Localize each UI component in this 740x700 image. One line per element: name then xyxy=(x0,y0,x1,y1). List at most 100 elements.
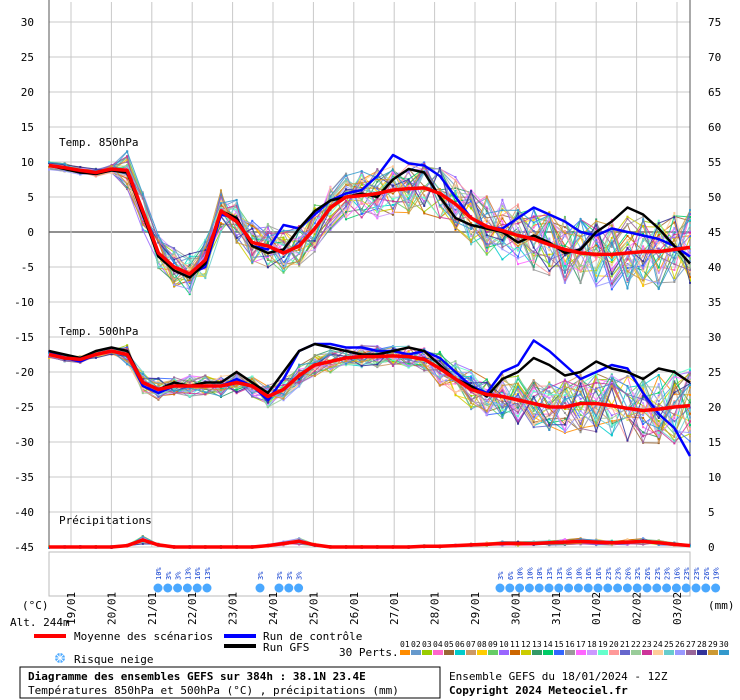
member-t500-28-point xyxy=(563,423,566,426)
member-t850-27-point xyxy=(173,272,176,275)
member-t850-15-point xyxy=(532,208,535,211)
member-t500-6-point xyxy=(438,358,441,361)
member-t500-13-point xyxy=(532,381,535,384)
member-t500-25-point xyxy=(438,376,441,379)
member-t850-22-point xyxy=(173,253,176,256)
member-t500-19-point xyxy=(470,370,473,373)
member-t850-19-point xyxy=(204,238,207,241)
member-t850-12-point xyxy=(548,253,551,256)
member-t850-20-point xyxy=(188,269,191,272)
member-t850-19-point xyxy=(360,173,363,176)
member-t500-10-point xyxy=(517,419,520,422)
member-t850-24-point xyxy=(610,263,613,266)
member-t500-7-point xyxy=(673,386,676,389)
snowflake-icon xyxy=(153,583,163,593)
member-t850-20-point xyxy=(313,231,316,234)
member-t850-9-point xyxy=(470,233,473,236)
member-t850-24-point xyxy=(485,217,488,220)
member-t850-25-point xyxy=(673,261,676,264)
member-t500-22-point xyxy=(579,406,582,409)
member-t500-23-point xyxy=(642,435,645,438)
member-t850-7-point xyxy=(501,235,504,238)
member-t500-26-point xyxy=(548,400,551,403)
pert-number: 28 xyxy=(697,640,707,649)
member-t500-11-point xyxy=(173,393,176,396)
member-t850-20-point xyxy=(94,175,97,178)
member-t850-29-point xyxy=(673,239,676,242)
member-t850-4-point xyxy=(188,262,191,265)
member-t500-15-point xyxy=(642,423,645,426)
member-t850-16-point xyxy=(454,212,457,215)
member-t500-21-point xyxy=(548,424,551,427)
snowflake-icon xyxy=(55,653,65,663)
member-t850-25-point xyxy=(391,176,394,179)
member-t850-2-point xyxy=(188,256,191,259)
member-t850-21-point xyxy=(204,251,207,254)
member-t850-9-point xyxy=(173,276,176,279)
member-t500-28-point xyxy=(94,356,97,359)
member-t850-11-point xyxy=(657,234,660,237)
member-t500-25-point xyxy=(345,352,348,355)
member-t500-25-point xyxy=(454,364,457,367)
snow-risk-c-pct: 3% xyxy=(296,571,304,580)
pert-swatch xyxy=(642,650,652,655)
member-t500-3-point xyxy=(126,344,129,347)
member-t850-13-point xyxy=(407,182,410,185)
member-t850-27-point xyxy=(126,160,129,163)
member-t850-28-point xyxy=(470,190,473,193)
member-t500-27-point xyxy=(313,373,316,376)
pert-swatch xyxy=(488,650,498,655)
member-t500-10-point xyxy=(188,389,191,392)
member-t850-17-point xyxy=(501,220,504,223)
member-t500-25-point xyxy=(563,400,566,403)
member-t850-14-point xyxy=(485,246,488,249)
member-t850-29-point xyxy=(219,189,222,192)
member-t500-8-point xyxy=(407,350,410,353)
member-t500-22-point xyxy=(642,385,645,388)
member-t500-26-point xyxy=(438,373,441,376)
left-axis-ticks: 30 25 20 15 10 5 0 -5 -10 -15 -20 -25 -30 -35 -40 -45 xyxy=(14,16,34,554)
member-t850-26-point xyxy=(501,248,504,251)
member-t850-21-point xyxy=(360,178,363,181)
member-t850-17-point xyxy=(532,258,535,261)
member-t850-27-point xyxy=(454,224,457,227)
footer-title: Diagramme des ensembles GEFS sur 384h : … xyxy=(28,670,366,683)
member-t500-8-point xyxy=(579,425,582,428)
member-t850-26-point xyxy=(610,280,613,283)
member-t850-21-point xyxy=(657,247,660,250)
member-t850-17-point xyxy=(563,262,566,265)
member-t500-30-point xyxy=(266,385,269,388)
pert-number: 14 xyxy=(543,640,553,649)
member-t850-21-point xyxy=(532,229,535,232)
member-t850-16-point xyxy=(626,223,629,226)
member-t500-7-point xyxy=(454,367,457,370)
member-t500-14-point xyxy=(517,377,520,380)
member-precip-30-point xyxy=(501,540,504,543)
pert-swatch xyxy=(477,650,487,655)
member-t850-20-point xyxy=(548,272,551,275)
member-t850-13-point xyxy=(313,247,316,250)
pert-number: 17 xyxy=(576,640,586,649)
member-t500-23-point xyxy=(595,381,598,384)
member-t850-23-point xyxy=(391,200,394,203)
member-t850-13-point xyxy=(188,264,191,267)
member-t500-19-point xyxy=(689,367,691,370)
mean-t850-line xyxy=(48,163,691,276)
member-t500-29-point xyxy=(251,377,254,380)
pert-number: 30 xyxy=(719,640,729,649)
member-t850-3-point xyxy=(454,193,457,196)
member-t500-29 xyxy=(48,346,691,438)
member-t850-6-point xyxy=(563,265,566,268)
member-t850-15-point xyxy=(470,200,473,203)
copyright: Copyright 2024 Meteociel.fr xyxy=(449,684,628,697)
member-t850-28-point xyxy=(188,252,191,255)
member-t500-14-point xyxy=(548,421,551,424)
snowflake-icon xyxy=(534,583,544,593)
member-t850-15-point xyxy=(454,208,457,211)
member-t500-22-point xyxy=(517,389,520,392)
member-t850-25-point xyxy=(157,266,160,269)
member-t500-27-point xyxy=(391,363,394,366)
member-t850-11-point xyxy=(673,221,676,224)
member-t500-19-point xyxy=(391,358,394,361)
member-t500-29-point xyxy=(610,384,613,387)
